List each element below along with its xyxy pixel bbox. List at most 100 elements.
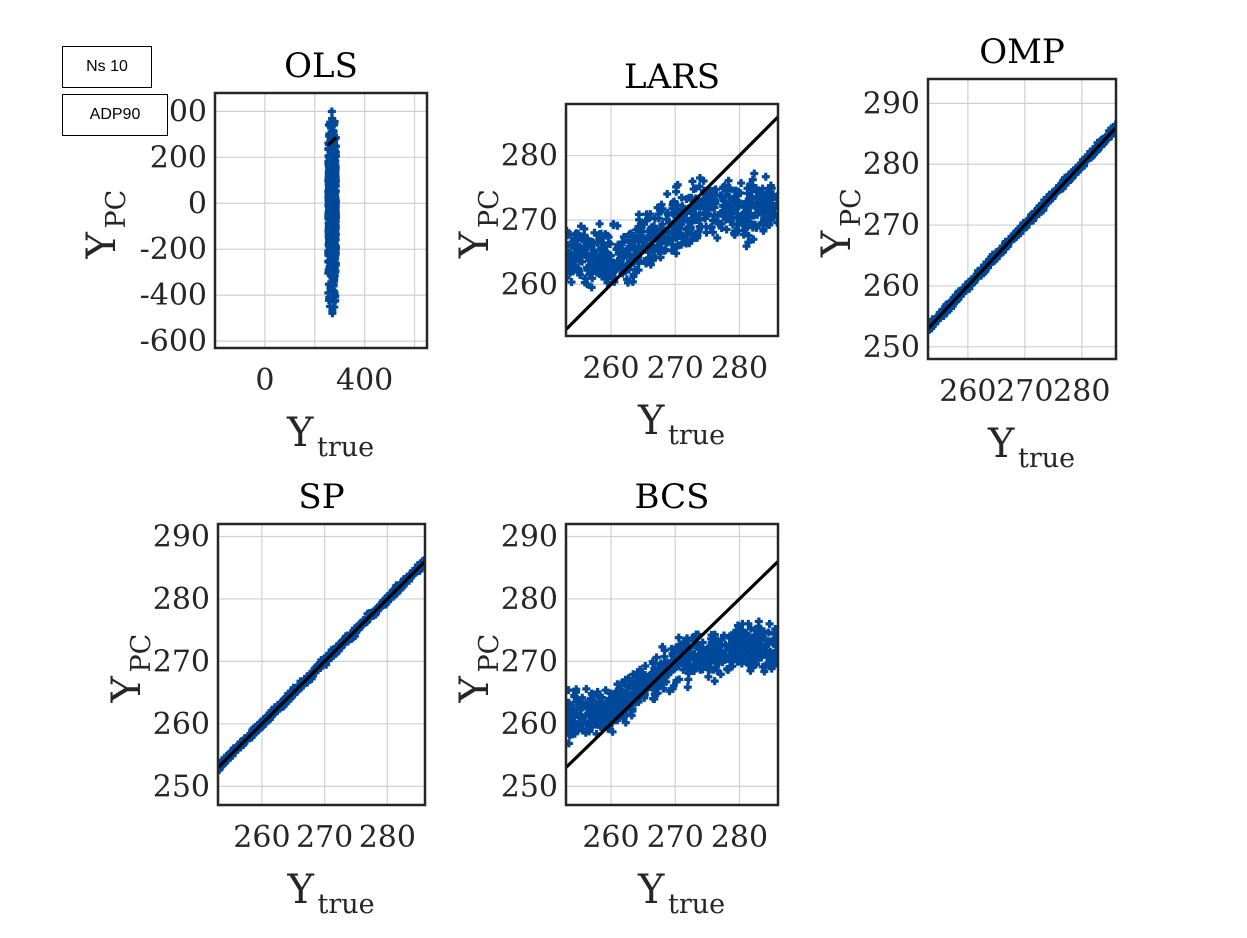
data-point — [576, 701, 585, 710]
axes-box — [564, 102, 780, 338]
data-point — [625, 681, 634, 690]
data-point — [594, 702, 603, 711]
x-axis-label-main: Y — [637, 867, 665, 913]
data-point — [329, 280, 338, 289]
data-point — [614, 699, 623, 708]
y-tick-label: 260 — [501, 267, 558, 302]
data-point — [761, 661, 770, 670]
data-point — [728, 220, 737, 229]
data-point — [621, 718, 630, 727]
data-point — [737, 179, 746, 188]
chart-title: LARS — [624, 57, 720, 97]
x-axis-label-sub: true — [668, 420, 725, 451]
data-point — [330, 153, 339, 162]
y-tick-label: 280 — [863, 147, 920, 182]
y-tick-label: 270 — [501, 203, 558, 238]
y-tick-label: 290 — [863, 86, 920, 121]
y-tick-label: 270 — [153, 644, 210, 679]
reference-line — [326, 136, 338, 147]
data-point — [655, 225, 664, 234]
data-point — [726, 657, 735, 666]
data-point — [748, 223, 757, 232]
data-point — [600, 253, 609, 262]
y-tick-label: 280 — [501, 582, 558, 617]
data-points — [566, 617, 778, 748]
data-point — [330, 204, 339, 213]
x-tick-label: 280 — [1053, 374, 1110, 409]
data-point — [701, 214, 710, 223]
x-tick-label: 270 — [296, 820, 353, 855]
data-point — [674, 633, 683, 642]
axes-box — [564, 522, 780, 807]
data-point — [743, 189, 752, 198]
data-point — [749, 235, 758, 244]
x-tick-label: 280 — [359, 820, 416, 855]
data-point — [621, 694, 630, 703]
data-point — [617, 253, 626, 262]
data-point — [578, 693, 587, 702]
data-point — [646, 210, 655, 219]
data-point — [592, 720, 601, 729]
y-tick-label: 200 — [150, 140, 207, 175]
data-point — [324, 214, 333, 223]
data-point — [632, 244, 641, 253]
data-point — [723, 664, 732, 673]
data-point — [714, 659, 723, 668]
data-point — [742, 242, 751, 251]
data-point — [592, 268, 601, 277]
data-point — [733, 200, 742, 209]
data-point — [704, 672, 713, 681]
y-tick-label: -400 — [140, 278, 207, 313]
data-point — [679, 642, 688, 651]
data-point — [680, 237, 689, 246]
data-point — [713, 666, 722, 675]
data-point — [650, 222, 659, 231]
data-point — [567, 707, 576, 716]
data-point — [763, 195, 772, 204]
data-point — [700, 661, 709, 670]
data-point — [761, 203, 770, 212]
data-point — [650, 214, 659, 223]
data-point — [596, 235, 605, 244]
y-tick-label: 250 — [153, 769, 210, 804]
data-point — [754, 631, 763, 640]
data-point — [623, 236, 632, 245]
x-axis-label-main: Y — [637, 398, 665, 444]
data-point — [575, 256, 584, 265]
axes-box — [213, 91, 429, 350]
data-point — [738, 619, 747, 628]
data-point — [325, 238, 334, 247]
data-point — [720, 631, 729, 640]
x-axis-label-main: Y — [286, 410, 314, 456]
x-tick-label: 270 — [647, 351, 704, 386]
x-axis-label-main: Y — [287, 867, 315, 913]
data-point — [326, 121, 335, 130]
data-point — [634, 266, 643, 275]
data-point — [668, 684, 677, 693]
data-point — [634, 210, 643, 219]
chart-title: OLS — [284, 46, 358, 86]
data-point — [772, 655, 778, 664]
data-point — [769, 211, 778, 220]
data-point — [710, 203, 719, 212]
data-point — [609, 221, 618, 230]
y-tick-label: 0 — [188, 186, 207, 221]
x-axis-label-sub: true — [1018, 443, 1075, 474]
data-point — [710, 677, 719, 686]
x-tick-label: 270 — [996, 374, 1053, 409]
data-point — [657, 205, 666, 214]
data-point — [688, 662, 697, 671]
y-tick-label: 250 — [863, 330, 920, 365]
data-point — [593, 687, 602, 696]
data-point — [693, 657, 702, 666]
data-point — [606, 251, 615, 260]
data-point — [677, 193, 686, 202]
y-tick-label: 270 — [863, 208, 920, 243]
data-point — [578, 714, 587, 723]
data-point — [597, 272, 606, 281]
data-point — [628, 277, 637, 286]
data-point — [327, 107, 336, 116]
